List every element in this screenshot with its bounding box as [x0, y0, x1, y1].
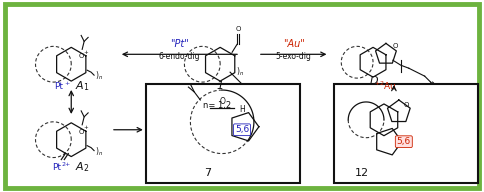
FancyBboxPatch shape	[146, 84, 300, 183]
Text: 1: 1	[217, 81, 224, 91]
Text: 5,6: 5,6	[397, 137, 411, 146]
Text: O: O	[219, 98, 225, 106]
Text: )$_n$: )$_n$	[236, 66, 244, 78]
Text: $^{+2}$Au: $^{+2}$Au	[374, 80, 396, 92]
Text: $\it{D}$: $\it{D}$	[369, 74, 379, 86]
Text: +: +	[84, 125, 89, 130]
FancyBboxPatch shape	[334, 84, 478, 183]
Text: +: +	[65, 81, 70, 86]
Text: "Pt": "Pt"	[170, 39, 189, 49]
Text: O: O	[78, 129, 84, 135]
Text: O: O	[392, 43, 397, 49]
Text: 6-endo-dig: 6-endo-dig	[159, 52, 200, 61]
Text: 7: 7	[204, 168, 211, 178]
Text: 12: 12	[355, 168, 369, 178]
FancyBboxPatch shape	[5, 4, 479, 188]
Text: O: O	[78, 53, 84, 59]
Text: O: O	[235, 26, 241, 32]
Text: $\it{A}_2$: $\it{A}_2$	[75, 161, 90, 174]
Text: O: O	[404, 102, 409, 108]
Text: Pt: Pt	[52, 163, 61, 172]
Text: "Au": "Au"	[283, 39, 304, 49]
Text: $\it{A}_1$: $\it{A}_1$	[75, 79, 90, 93]
Text: 5,6: 5,6	[235, 125, 249, 134]
Text: n= 1,2: n= 1,2	[203, 101, 231, 110]
Text: +: +	[84, 50, 89, 55]
Text: Pt: Pt	[54, 82, 63, 91]
Text: )$_n$: )$_n$	[95, 145, 103, 158]
Text: )$_n$: )$_n$	[95, 70, 103, 82]
Text: 2+: 2+	[61, 162, 71, 167]
Text: 5-exo-dig: 5-exo-dig	[276, 52, 312, 61]
Text: H: H	[239, 105, 245, 114]
